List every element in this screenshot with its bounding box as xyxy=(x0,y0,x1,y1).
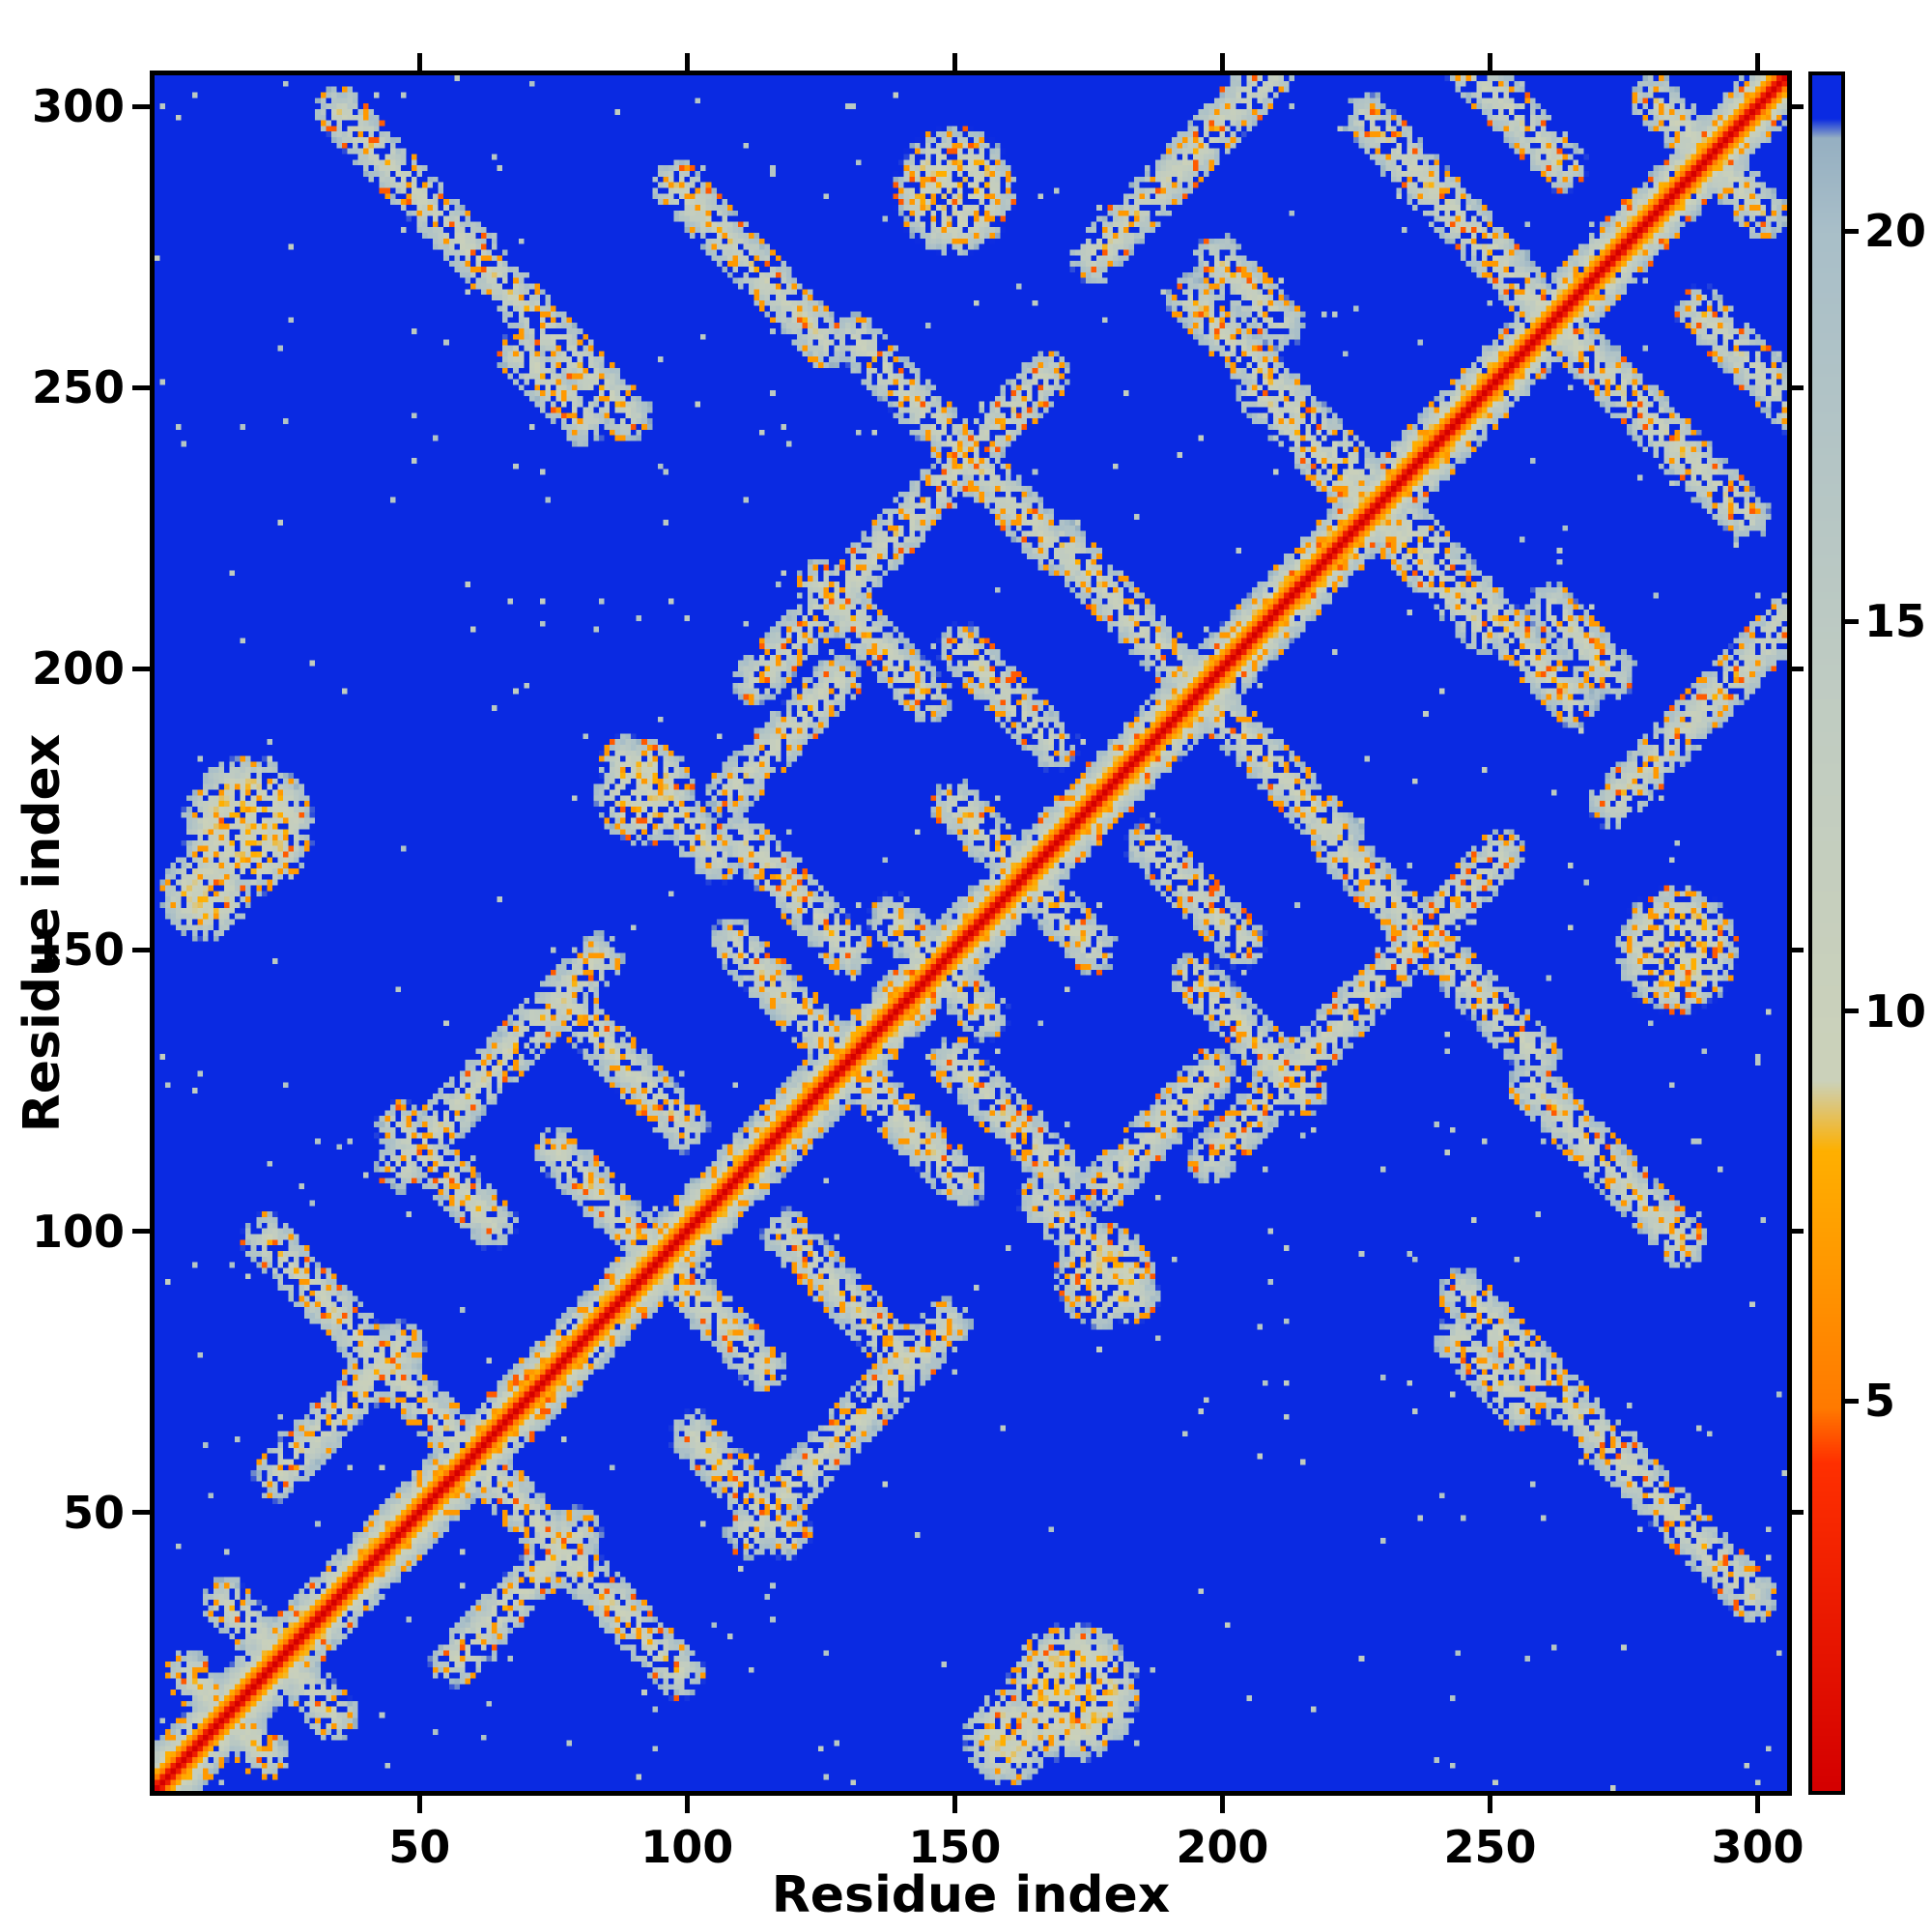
x-tick-mark xyxy=(1219,1796,1225,1813)
colorbar-tick-label: 20 xyxy=(1864,205,1927,258)
x-tick-label: 300 xyxy=(1711,1821,1804,1873)
x-tick-mark xyxy=(416,1796,422,1813)
y-tick-mark xyxy=(132,103,150,109)
x-tick-mark-top xyxy=(1219,53,1225,71)
y-tick-mark-right xyxy=(1792,666,1804,671)
colorbar-tick-label: 10 xyxy=(1864,984,1927,1037)
x-tick-mark-top xyxy=(952,53,957,71)
y-tick-mark xyxy=(132,1229,150,1235)
colorbar-tick-label: 5 xyxy=(1864,1375,1896,1428)
y-tick-label: 150 xyxy=(31,923,125,977)
x-tick-mark-top xyxy=(416,53,422,71)
y-tick-mark xyxy=(132,384,150,390)
y-tick-label: 50 xyxy=(62,1486,125,1539)
colorbar-tick-mark xyxy=(1845,228,1859,234)
y-tick-mark-right xyxy=(1792,1510,1804,1516)
x-tick-label: 50 xyxy=(388,1821,451,1873)
heatmap-canvas xyxy=(155,75,1787,1791)
x-tick-mark xyxy=(1487,1796,1492,1813)
x-tick-mark xyxy=(684,1796,690,1813)
colorbar-tick-label: 15 xyxy=(1864,595,1927,648)
y-tick-mark-right xyxy=(1792,1229,1804,1235)
colorbar-tick-mark xyxy=(1845,1398,1859,1404)
y-tick-label: 100 xyxy=(31,1205,125,1258)
colorbar-canvas xyxy=(1812,75,1841,1791)
colorbar-tick-mark xyxy=(1845,1009,1859,1014)
x-tick-mark-top xyxy=(1487,53,1492,71)
y-tick-mark-right xyxy=(1792,947,1804,952)
x-tick-label: 150 xyxy=(908,1821,1002,1873)
x-tick-label: 250 xyxy=(1443,1821,1537,1873)
x-tick-mark-top xyxy=(684,53,690,71)
y-tick-mark-right xyxy=(1792,384,1804,390)
y-tick-mark-right xyxy=(1792,103,1804,109)
y-tick-label: 300 xyxy=(31,80,125,133)
x-tick-mark xyxy=(1755,1796,1761,1813)
x-tick-label: 100 xyxy=(640,1821,734,1873)
x-axis-label: Residue index xyxy=(771,1866,1171,1924)
x-tick-mark-top xyxy=(1755,53,1761,71)
x-tick-label: 200 xyxy=(1176,1821,1269,1873)
x-tick-mark xyxy=(952,1796,957,1813)
y-tick-label: 250 xyxy=(31,361,125,414)
y-tick-mark xyxy=(132,947,150,952)
colorbar-tick-mark xyxy=(1845,618,1859,624)
y-tick-mark xyxy=(132,666,150,671)
y-tick-label: 200 xyxy=(31,642,125,696)
y-tick-mark xyxy=(132,1510,150,1516)
